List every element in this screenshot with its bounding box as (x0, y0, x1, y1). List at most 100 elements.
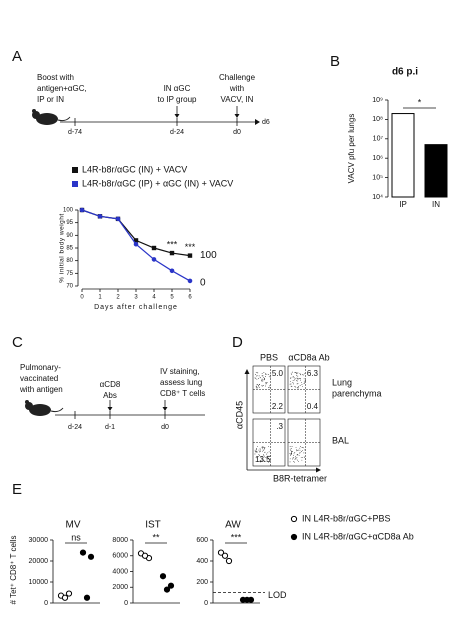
y-tick-label: 85 (66, 246, 73, 252)
timeline-label: d0 (161, 424, 169, 431)
timeline-text: to IP group (158, 95, 198, 104)
row-label: Lung (332, 377, 352, 387)
timeline-text: antigen+αGC, (37, 84, 87, 93)
significance: *** (231, 532, 242, 542)
y-tick-label: 75 (66, 271, 73, 277)
arrowhead (244, 369, 250, 374)
dot (163, 586, 171, 593)
timeline-arrowhead (255, 119, 260, 125)
y-tick-label: 30000 (29, 537, 49, 544)
timeline-label: d-1 (105, 424, 115, 431)
column-label: αCD8a Ab (288, 352, 329, 362)
y-tick-label: 0 (44, 600, 48, 607)
panel-label: B (330, 53, 340, 70)
y-tick-label: 80 (66, 258, 73, 264)
marker (97, 214, 103, 219)
timeline-text: IV staining, (160, 367, 200, 376)
marker (187, 253, 193, 258)
dot (243, 596, 251, 603)
y-tick-label: 20000 (29, 558, 49, 565)
timeline-text: Challenge (219, 73, 256, 82)
gate-value: 13.5 (255, 455, 271, 464)
y-tick-label: 0 (204, 600, 208, 607)
timeline-text: Boost with (37, 73, 74, 82)
bar (391, 113, 415, 198)
timeline-text: IP or IN (37, 95, 64, 104)
chart-title: MV (66, 520, 81, 531)
timeline-label: d-74 (68, 129, 82, 136)
y-axis-label: # Tet⁺ CD8⁺ T cells (9, 536, 18, 605)
y-tick-label: 10000 (29, 579, 49, 586)
dot (83, 594, 91, 601)
dot (141, 552, 149, 559)
y-tick-label: 10⁶ (372, 155, 383, 162)
bar (424, 144, 448, 198)
annotation: *** (185, 242, 196, 252)
x-tick-label: 1 (98, 295, 102, 301)
marker (79, 207, 85, 213)
mouse-icon (32, 109, 71, 125)
x-tick-label: 5 (170, 295, 174, 301)
timeline-text: with antigen (19, 385, 63, 394)
legend-label: IN L4R-b8r/αGC+αCD8a Ab (302, 531, 414, 541)
y-axis-label: % initial body weight (59, 213, 66, 282)
timeline-text: assess lung (160, 378, 202, 387)
y-tick-label: 10⁸ (372, 116, 383, 123)
y-tick-label: 90 (66, 233, 73, 239)
survival-label: 100 (200, 250, 217, 261)
y-tick-label: 10⁵ (372, 174, 383, 181)
dot (167, 582, 175, 589)
significance: ** (152, 532, 160, 542)
y-tick-label: 70 (66, 284, 73, 290)
annotation: *** (167, 239, 178, 249)
lod-label: LOD (268, 590, 287, 600)
x-tick-label: 3 (134, 295, 138, 301)
panel-label: C (12, 334, 23, 351)
y-tick-label: 95 (66, 220, 73, 226)
panel-label: E (12, 481, 22, 498)
dot (159, 573, 167, 580)
y-tick-label: 10⁷ (373, 136, 384, 143)
chart-title: d6 p.i (392, 67, 418, 78)
timeline-label: d0 (233, 129, 241, 136)
panel-label: A (12, 48, 22, 65)
y-tick-label: 8000 (112, 537, 128, 544)
timeline-label: d-24 (170, 129, 184, 136)
legend-marker (290, 533, 298, 541)
timeline-text: Pulmonary- (20, 363, 61, 372)
arrowhead (174, 114, 180, 118)
x-tick-label: IN (432, 200, 440, 209)
y-tick-label: 200 (196, 579, 208, 586)
y-tick-label: 600 (196, 537, 208, 544)
marker (151, 257, 157, 262)
row-label: BAL (332, 435, 349, 445)
dot (221, 552, 229, 559)
gate-value: 6.3 (307, 369, 319, 378)
dot (87, 553, 95, 560)
legend-marker (290, 515, 298, 523)
timeline-text: vaccinated (20, 374, 58, 383)
dot (225, 557, 233, 565)
row-label: parenchyma (332, 388, 382, 398)
x-tick-label: 4 (152, 295, 156, 301)
gate-value: 5.0 (272, 369, 284, 378)
significance: * (418, 97, 422, 107)
y-tick-label: 10⁴ (372, 194, 383, 201)
marker (169, 268, 175, 274)
marker (151, 245, 157, 251)
flow-dots (289, 371, 306, 389)
timeline-label: d-24 (68, 424, 82, 431)
panel-label: D (232, 334, 243, 351)
chart-title: AW (225, 520, 241, 531)
timeline-text: CD8⁺ T cells (160, 389, 205, 398)
y-tick-label: 10⁹ (372, 97, 383, 104)
flow-dots (254, 445, 271, 463)
arrowhead (316, 467, 321, 473)
timeline-text: VACV, IN (221, 95, 254, 104)
y-tick-label: 2000 (112, 584, 128, 591)
y-tick-label: 4000 (112, 568, 128, 575)
y-tick-label: 0 (124, 600, 128, 607)
timeline-text: αCD8 (100, 380, 121, 389)
arrowhead (234, 114, 240, 118)
